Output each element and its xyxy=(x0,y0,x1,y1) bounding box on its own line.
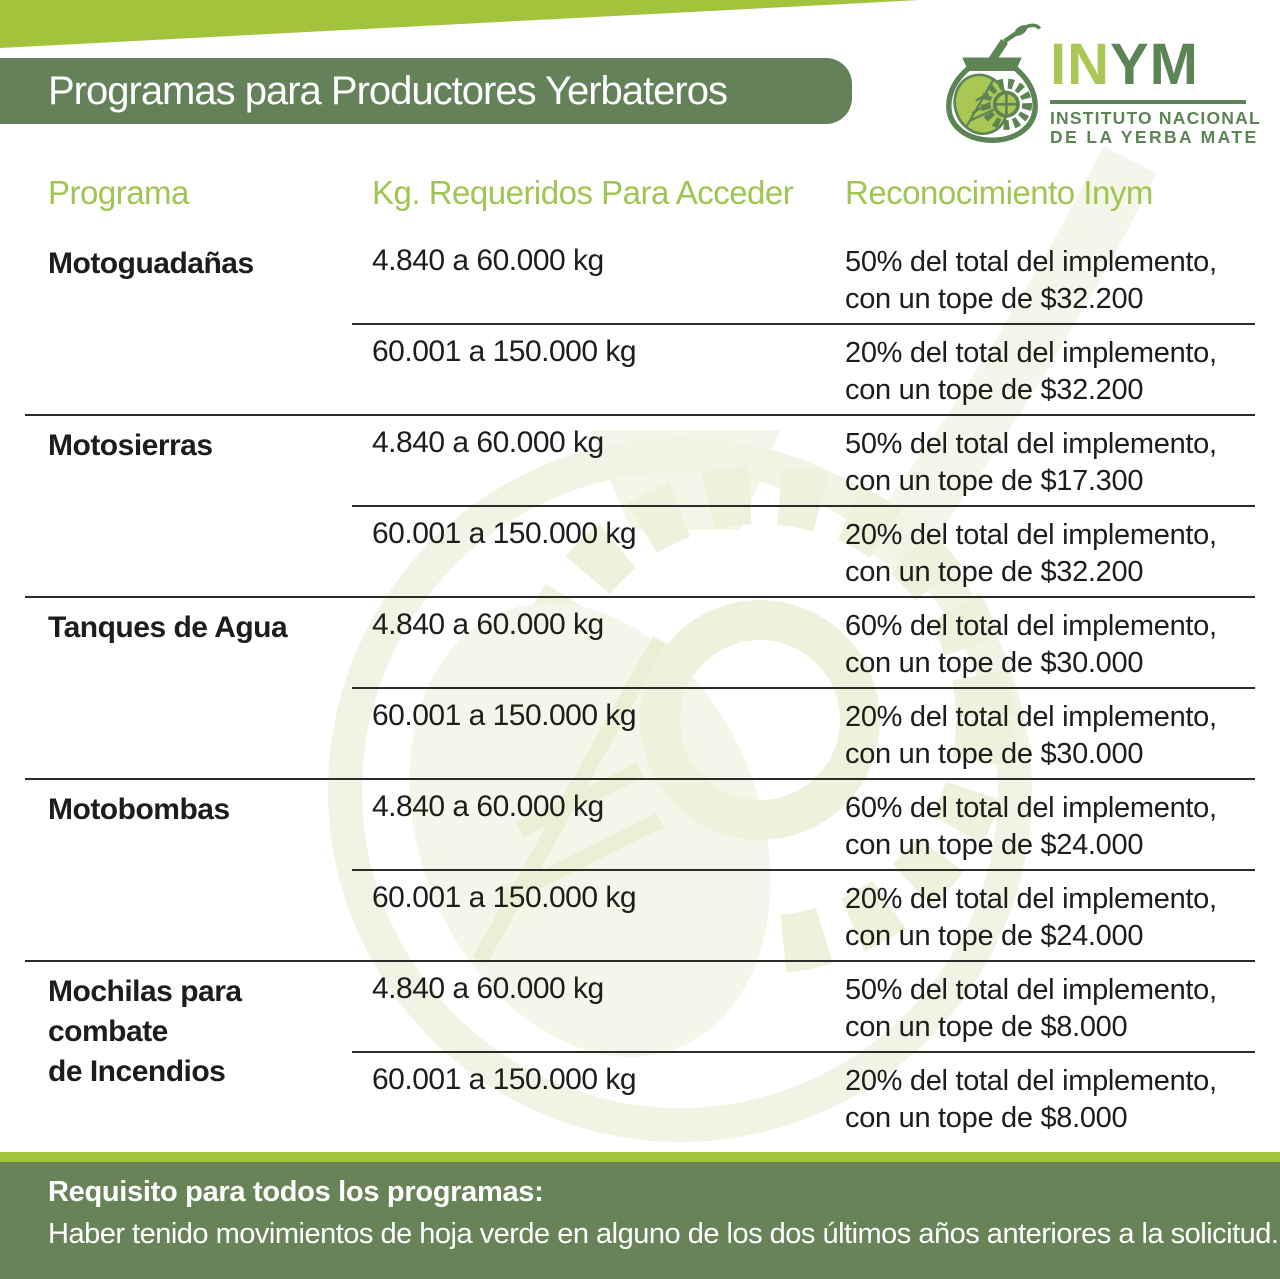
logo-subtitle-1: INSTITUTO NACIONAL xyxy=(1050,108,1261,128)
recognition-value: 50% del total del implemento, con un top… xyxy=(845,428,1217,497)
recognition-value: 20% del total del implemento, con un top… xyxy=(845,519,1217,588)
table-row-tanques-de-agua: Tanques de Agua 4.840 a 60.000 kg 60% de… xyxy=(0,598,1280,778)
tier-row: 4.840 a 60.000 kg 60% del total del impl… xyxy=(352,780,1255,869)
inym-acronym-dark: YM xyxy=(1110,32,1199,97)
kg-range: 60.001 a 150.000 kg xyxy=(372,881,637,914)
kg-range: 4.840 a 60.000 kg xyxy=(372,426,604,459)
mate-gourd-icon xyxy=(946,23,1042,143)
tier-divider xyxy=(352,687,1255,689)
column-header-kg: Kg. Requeridos Para Acceder xyxy=(372,174,794,211)
recognition-value: 50% del total del implemento, con un top… xyxy=(845,246,1217,315)
requirement-title: Requisito para todos los programas: xyxy=(48,1176,544,1208)
table-row-mochilas-incendios: Mochilas para combate de Incendios 4.840… xyxy=(0,962,1280,1142)
program-divider xyxy=(25,778,1255,780)
recognition-value: 20% del total del implemento, con un top… xyxy=(845,337,1217,406)
recognition-value: 20% del total del implemento, con un top… xyxy=(845,883,1217,952)
program-name: Motobombas xyxy=(48,793,230,826)
recognition-value: 50% del total del implemento, con un top… xyxy=(845,974,1217,1043)
requirement-text: Haber tenido movimientos de hoja verde e… xyxy=(48,1218,1279,1250)
tier-row: 60.001 a 150.000 kg 20% del total del im… xyxy=(352,325,1255,414)
recognition-value: 60% del total del implemento, con un top… xyxy=(845,610,1217,679)
tier-row: 4.840 a 60.000 kg 60% del total del impl… xyxy=(352,598,1255,687)
footer: Requisito para todos los programas: Habe… xyxy=(0,1152,1280,1279)
kg-range: 4.840 a 60.000 kg xyxy=(372,972,604,1005)
top-diagonal-band xyxy=(0,0,920,48)
tier-row: 60.001 a 150.000 kg 20% del total del im… xyxy=(352,689,1255,778)
table-row-motobombas: Motobombas 4.840 a 60.000 kg 60% del tot… xyxy=(0,780,1280,960)
inym-wordmark: INYM INSTITUTO NACIONAL DE LA YERBA MATE xyxy=(1050,36,1261,147)
program-name: Motoguadañas xyxy=(48,247,254,280)
programs-table: Programa Kg. Requeridos Para Acceder Rec… xyxy=(0,168,1280,1142)
kg-range: 4.840 a 60.000 kg xyxy=(372,790,604,823)
logo-rule xyxy=(1050,100,1246,104)
footer-requirement-panel: Requisito para todos los programas: Habe… xyxy=(0,1162,1280,1279)
program-tiers: 4.840 a 60.000 kg 60% del total del impl… xyxy=(352,598,1255,778)
program-divider xyxy=(25,414,1255,416)
tier-row: 60.001 a 150.000 kg 20% del total del im… xyxy=(352,507,1255,596)
logo-subtitle-2: DE LA YERBA MATE xyxy=(1050,127,1259,147)
kg-range: 60.001 a 150.000 kg xyxy=(372,1063,637,1096)
tier-row: 60.001 a 150.000 kg 20% del total del im… xyxy=(352,871,1255,960)
kg-range: 60.001 a 150.000 kg xyxy=(372,517,637,550)
program-tiers: 4.840 a 60.000 kg 50% del total del impl… xyxy=(352,962,1255,1142)
program-name: Motosierras xyxy=(48,429,213,462)
table-column-headers: Programa Kg. Requeridos Para Acceder Rec… xyxy=(0,168,1280,234)
kg-range: 60.001 a 150.000 kg xyxy=(372,699,637,732)
inym-acronym: INYM xyxy=(1050,36,1246,94)
tier-row: 4.840 a 60.000 kg 50% del total del impl… xyxy=(352,416,1255,505)
program-tiers: 4.840 a 60.000 kg 50% del total del impl… xyxy=(352,234,1255,414)
recognition-value: 60% del total del implemento, con un top… xyxy=(845,792,1217,861)
column-header-reconocimiento: Reconocimiento Inym xyxy=(845,174,1153,211)
program-tiers: 4.840 a 60.000 kg 50% del total del impl… xyxy=(352,416,1255,596)
tier-row: 4.840 a 60.000 kg 50% del total del impl… xyxy=(352,962,1255,1051)
tier-divider xyxy=(352,323,1255,325)
inym-acronym-light: IN xyxy=(1050,32,1110,97)
kg-range: 4.840 a 60.000 kg xyxy=(372,608,604,641)
recognition-value: 20% del total del implemento, con un top… xyxy=(845,1065,1217,1134)
kg-range: 60.001 a 150.000 kg xyxy=(372,335,637,368)
program-name: Mochilas para combate de Incendios xyxy=(48,975,242,1088)
program-tiers: 4.840 a 60.000 kg 60% del total del impl… xyxy=(352,780,1255,960)
table-row-motoguadanas: Motoguadañas 4.840 a 60.000 kg 50% del t… xyxy=(0,234,1280,414)
tier-divider xyxy=(352,1051,1255,1053)
page-title: Programas para Productores Yerbateros xyxy=(48,68,728,113)
recognition-value: 20% del total del implemento, con un top… xyxy=(845,701,1217,770)
program-divider xyxy=(25,960,1255,962)
table-row-motosierras: Motosierras 4.840 a 60.000 kg 50% del to… xyxy=(0,416,1280,596)
tier-row: 60.001 a 150.000 kg 20% del total del im… xyxy=(352,1053,1255,1142)
program-name: Tanques de Agua xyxy=(48,611,288,644)
title-bar: Programas para Productores Yerbateros xyxy=(0,58,852,124)
column-header-programa: Programa xyxy=(48,174,189,211)
program-divider xyxy=(25,596,1255,598)
tier-row: 4.840 a 60.000 kg 50% del total del impl… xyxy=(352,234,1255,323)
kg-range: 4.840 a 60.000 kg xyxy=(372,244,604,277)
tier-divider xyxy=(352,505,1255,507)
footer-accent-strip xyxy=(0,1152,1280,1162)
inym-logo: INYM INSTITUTO NACIONAL DE LA YERBA MATE xyxy=(938,18,1260,150)
tier-divider xyxy=(352,869,1255,871)
